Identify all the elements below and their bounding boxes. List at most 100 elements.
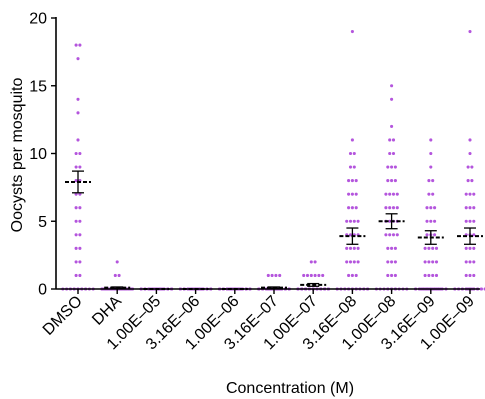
data-point xyxy=(391,233,396,237)
data-point xyxy=(347,192,351,196)
data-point xyxy=(350,273,354,278)
data-point xyxy=(386,246,390,250)
data-point xyxy=(390,124,394,128)
data-point xyxy=(431,179,435,183)
data-point xyxy=(390,84,394,88)
data-point xyxy=(423,246,427,250)
data-point xyxy=(468,206,472,210)
data-point xyxy=(356,246,360,250)
data-point xyxy=(427,246,431,250)
data-point xyxy=(433,219,437,223)
data-point xyxy=(302,273,306,278)
data-point xyxy=(466,165,470,169)
data-point xyxy=(74,165,78,169)
data-point xyxy=(350,138,354,142)
data-point xyxy=(431,260,435,264)
data-point xyxy=(423,273,427,278)
data-point xyxy=(433,233,437,237)
data-point xyxy=(429,165,433,169)
data-point xyxy=(309,273,313,278)
y-tick-label: 0 xyxy=(38,282,47,299)
x-tick-label: DHA xyxy=(89,293,125,329)
data-point xyxy=(348,165,353,169)
x-axis-title: Concentration (M) xyxy=(226,380,354,397)
data-point xyxy=(472,246,476,250)
data-point xyxy=(352,246,356,250)
data-point xyxy=(347,179,351,183)
data-point xyxy=(472,273,476,278)
data-point xyxy=(354,192,358,196)
y-axis-title: Oocysts per mosquito xyxy=(9,78,26,233)
data-point xyxy=(356,219,360,223)
data-point xyxy=(429,206,433,210)
data-point xyxy=(386,179,390,183)
data-point xyxy=(348,219,353,223)
data-point xyxy=(429,219,433,223)
data-point xyxy=(425,206,429,210)
data-point xyxy=(472,192,476,196)
data-point xyxy=(354,179,358,183)
data-point xyxy=(390,246,394,250)
data-point xyxy=(309,260,313,264)
data-point xyxy=(388,219,392,223)
data-point xyxy=(74,151,78,156)
data-point xyxy=(472,219,476,223)
data-point xyxy=(74,43,78,47)
data-point xyxy=(78,43,82,47)
data-point xyxy=(76,138,80,142)
data-point xyxy=(74,233,78,237)
data-point xyxy=(388,138,392,142)
data-point xyxy=(347,206,351,210)
data-point xyxy=(470,179,474,183)
data-point xyxy=(468,219,472,223)
data-point xyxy=(305,273,310,278)
data-point xyxy=(274,273,278,278)
data-point xyxy=(78,260,82,264)
data-point xyxy=(350,30,354,34)
points-layer xyxy=(61,30,485,291)
data-point xyxy=(352,219,356,223)
data-point xyxy=(468,138,472,142)
data-point xyxy=(429,138,433,142)
data-point xyxy=(395,233,399,237)
x-ticks: DMSO DHA1.00E–053.16E–061.00E–063.16E–071… xyxy=(40,289,478,353)
data-point xyxy=(117,273,121,278)
data-point xyxy=(76,111,80,115)
stats-layer xyxy=(65,170,483,290)
data-point xyxy=(472,233,476,237)
y-tick-label: 20 xyxy=(29,11,47,28)
data-point xyxy=(345,260,349,264)
axes-layer xyxy=(55,17,480,290)
data-point xyxy=(391,138,396,142)
data-point xyxy=(345,219,349,223)
data-point xyxy=(390,260,394,264)
data-point xyxy=(348,233,353,237)
data-point xyxy=(393,273,397,278)
data-point xyxy=(391,151,396,156)
y-tick-label: 15 xyxy=(29,78,47,95)
data-point xyxy=(470,165,474,169)
data-point xyxy=(350,206,354,210)
data-point xyxy=(388,151,392,156)
data-point xyxy=(384,233,388,237)
data-point xyxy=(464,273,468,278)
data-point xyxy=(266,273,270,278)
data-point xyxy=(388,206,392,210)
data-point xyxy=(348,151,353,156)
data-point xyxy=(345,246,349,250)
data-point xyxy=(278,273,282,278)
data-point xyxy=(423,260,427,264)
data-point xyxy=(427,192,431,196)
data-point xyxy=(78,165,82,169)
data-point xyxy=(354,273,358,278)
data-point xyxy=(464,192,468,196)
data-point xyxy=(434,260,439,264)
data-point xyxy=(74,246,78,250)
data-point xyxy=(479,287,483,291)
data-point xyxy=(74,219,78,223)
data-point xyxy=(390,97,394,101)
data-point xyxy=(468,246,472,250)
data-point xyxy=(74,206,78,210)
